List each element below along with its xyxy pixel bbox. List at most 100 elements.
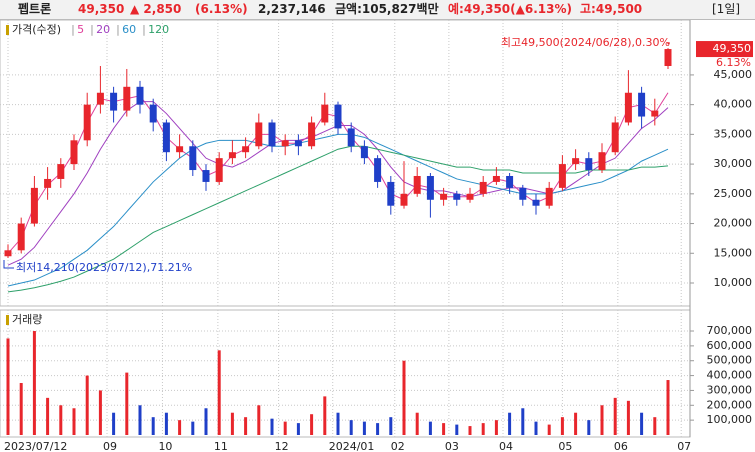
volume-bar — [455, 424, 459, 435]
volume-bar — [349, 420, 353, 435]
volume-panel — [0, 309, 691, 438]
x-tick-label: 10 — [158, 440, 172, 452]
change: ▲ 2,850 — [130, 2, 182, 16]
candle-body — [96, 92, 104, 105]
candle-body — [57, 164, 65, 179]
candle-body — [215, 158, 223, 182]
candle-body — [83, 104, 91, 141]
legend-swatch — [6, 25, 9, 35]
volume-bar — [376, 423, 380, 435]
last-change: 6.13% — [716, 56, 751, 69]
volume-bar — [296, 423, 300, 435]
candle-body — [400, 193, 408, 206]
x-tick-label: 11 — [214, 440, 228, 452]
volume-bar — [151, 417, 155, 435]
volume: 2,237,146 — [258, 2, 326, 16]
candle-body — [585, 158, 593, 171]
x-tick-label: 02 — [391, 440, 405, 452]
volume-bar — [283, 421, 287, 435]
x-tick-label: 05 — [558, 440, 572, 452]
volume-bar — [468, 426, 472, 435]
candle-body — [558, 164, 566, 188]
volume-bar — [59, 405, 63, 435]
y-tick-label: 30,000 — [714, 157, 753, 170]
volume-bar — [640, 412, 644, 435]
day-high: 고:49,500 — [580, 2, 643, 16]
candle-body — [479, 181, 487, 194]
candle-body — [545, 187, 553, 206]
volume-bar — [508, 412, 512, 435]
legend-title: 거래량 — [12, 313, 42, 326]
legend-swatch — [6, 315, 9, 325]
candle-body — [638, 92, 646, 117]
volume-bar — [270, 418, 274, 435]
volume-bar — [32, 331, 36, 435]
y-tick-label: 15,000 — [714, 246, 753, 259]
volume-bar — [336, 412, 340, 435]
y-tick-label: 200,000 — [707, 398, 753, 411]
volume-bar — [653, 417, 657, 435]
volume-bar — [244, 417, 248, 435]
y-tick-label: 20,000 — [714, 217, 753, 230]
volume-bar — [613, 397, 617, 435]
legend-label: 60 — [122, 23, 136, 36]
candle-body — [228, 152, 236, 159]
volume-bar — [310, 414, 314, 435]
volume-bar — [415, 412, 419, 435]
candle-body — [123, 86, 131, 111]
candle-body — [492, 175, 500, 182]
x-tick-label: 12 — [275, 440, 289, 452]
y-tick-label: 600,000 — [707, 339, 753, 352]
expected: 예:49,350(▲6.13%) — [448, 2, 572, 16]
candle-body — [110, 92, 118, 111]
volume-bar — [46, 397, 50, 435]
volume-bar — [428, 421, 432, 435]
x-tick-label: 03 — [445, 440, 459, 452]
annotation-high: 최고49,500(2024/06/28),0.30% — [501, 36, 670, 49]
candle-body — [44, 178, 52, 188]
candle-body — [149, 104, 157, 123]
y-tick-label: 35,000 — [714, 127, 753, 140]
volume-bar — [494, 420, 498, 435]
volume-bar — [164, 412, 168, 435]
legend-label: 20 — [96, 23, 110, 36]
volume-bar — [138, 405, 142, 435]
legend-sep: | — [71, 23, 75, 36]
y-tick-label: 100,000 — [707, 413, 753, 426]
candle-body — [189, 146, 197, 171]
last-price-box — [696, 41, 753, 58]
y-tick-label: 700,000 — [707, 324, 753, 337]
volume-bar — [191, 421, 195, 435]
volume-bar — [72, 408, 76, 435]
price: 49,350 — [78, 2, 125, 16]
candle-body — [162, 122, 170, 153]
candle-body — [387, 181, 395, 206]
period[interactable]: [1일] — [712, 2, 741, 16]
candle-body — [374, 158, 382, 182]
change-pct: (6.13%) — [195, 2, 248, 16]
legend-sep: | — [116, 23, 120, 36]
x-tick-label: 09 — [103, 440, 117, 452]
y-tick-label: 400,000 — [707, 369, 753, 382]
volume-bar — [587, 420, 591, 435]
volume-bar — [112, 412, 116, 435]
x-tick-label: 06 — [614, 440, 628, 452]
candle-body — [651, 110, 659, 117]
volume-bar — [257, 405, 261, 435]
volume-bar — [402, 360, 406, 435]
volume-bar — [85, 375, 89, 435]
candle-body — [30, 187, 38, 224]
candle-body — [664, 49, 672, 66]
candle-body — [202, 170, 210, 182]
volume-bar — [600, 405, 604, 435]
volume-bar — [19, 383, 23, 435]
volume-bar — [204, 408, 208, 435]
candle-body — [70, 140, 78, 165]
candle-body — [334, 104, 342, 129]
candle-body — [532, 199, 540, 206]
volume-bar — [666, 380, 670, 435]
candle-body — [255, 122, 263, 147]
volume-bar — [125, 372, 129, 435]
candle-body — [321, 104, 329, 123]
